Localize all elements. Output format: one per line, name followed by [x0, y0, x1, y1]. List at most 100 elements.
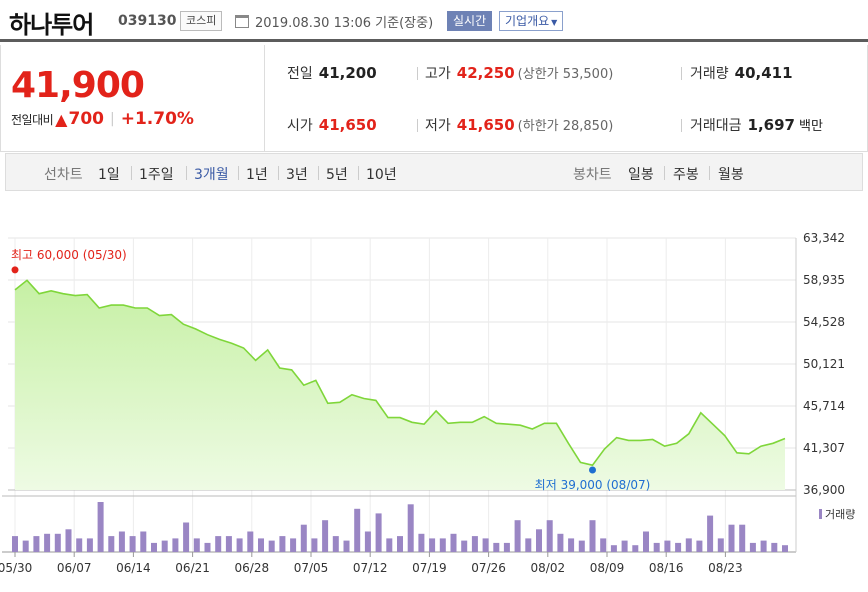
volume-bar	[140, 531, 147, 552]
x-tick-label: 05/30	[0, 561, 32, 575]
y-tick-label: 41,307	[803, 441, 845, 455]
volume-bar	[728, 524, 735, 552]
volume-bar	[493, 542, 500, 552]
price-chart[interactable]: 63,342 58,935 54,528 50,121 45,714 41,307 36,9…	[0, 200, 868, 588]
candle-weekly[interactable]: 주봉	[673, 167, 699, 183]
volume-bar	[643, 531, 649, 552]
divider	[681, 119, 682, 132]
low-price: 저가 41,650 (하한가 28,850)	[425, 116, 614, 134]
volume-bar	[461, 540, 468, 552]
volume-bar	[546, 520, 553, 552]
volume-bar	[172, 538, 179, 552]
market-badge: 코스피	[180, 11, 223, 31]
calendar-icon	[235, 15, 249, 28]
volume-bar	[215, 536, 222, 552]
volume-bar	[782, 545, 788, 552]
chevron-down-icon: ▼	[551, 18, 558, 27]
realtime-button[interactable]: 실시간	[447, 11, 493, 31]
divider	[417, 67, 418, 80]
volume-bar	[76, 538, 83, 552]
change-label: 전일대비	[11, 112, 54, 127]
divider	[664, 166, 665, 180]
volume-bar	[717, 538, 724, 552]
volume-bar	[204, 542, 211, 552]
candle-monthly[interactable]: 월봉	[718, 167, 744, 183]
volume-bar	[450, 533, 457, 552]
current-price: 41,900	[11, 65, 145, 106]
price-line	[14, 279, 786, 467]
volume-bar	[471, 536, 478, 552]
company-info-dropdown[interactable]: 기업개요 ▼	[499, 11, 564, 31]
volume-bar	[22, 540, 29, 552]
volume-bar	[525, 538, 532, 552]
volume-bar	[771, 542, 778, 552]
period-5y[interactable]: 5년	[326, 167, 348, 183]
volume-bar	[407, 504, 414, 552]
volume-bar	[664, 540, 671, 552]
volume-bar	[354, 508, 361, 552]
y-tick-label: 50,121	[803, 357, 845, 371]
volume-bar	[429, 538, 436, 552]
price-area	[15, 280, 785, 490]
period-3m[interactable]: 3개월	[194, 167, 229, 183]
volume-bar	[161, 540, 168, 552]
volume-bar	[386, 538, 393, 552]
volume-bar	[108, 536, 115, 552]
high-label: 최고 60,000 (05/30)	[11, 248, 127, 262]
y-tick-label: 63,342	[803, 231, 845, 245]
prev-close: 전일 41,200	[287, 64, 377, 82]
x-tick-label: 08/02	[531, 561, 566, 575]
x-tick-label: 07/05	[294, 561, 329, 575]
divider	[417, 119, 418, 132]
volume-bar	[557, 533, 564, 552]
volume-bar	[610, 545, 617, 552]
volume-bar	[685, 538, 692, 552]
volume-bar	[97, 502, 104, 552]
line-chart-label: 선차트	[44, 167, 83, 183]
stock-code: 039130	[118, 13, 177, 29]
price-change: 전일대비 ▲ 700 | +1.70%	[11, 109, 194, 129]
quote-datetime: 2019.08.30 13:06 기준(장중)	[255, 16, 434, 31]
company-info-label: 기업개요	[505, 14, 550, 28]
stock-header: 하나투어 039130 코스피 2019.08.30 13:06 기준(장중) …	[0, 0, 868, 42]
y-tick-label: 45,714	[803, 399, 845, 413]
divider	[238, 166, 239, 180]
divider	[709, 166, 710, 180]
divider	[131, 166, 132, 180]
x-tick-label: 06/28	[235, 561, 270, 575]
volume-bar	[675, 542, 682, 552]
volume-bar	[258, 538, 264, 552]
volume-bar	[375, 513, 382, 552]
volume-legend-label: 거래량	[825, 508, 855, 521]
change-amount: 700	[68, 109, 104, 129]
volume: 거래량 40,411	[690, 64, 793, 82]
volume-bar	[621, 540, 628, 552]
x-tick-label: 07/19	[412, 561, 447, 575]
volume-bar	[439, 538, 446, 552]
volume-bar	[225, 536, 232, 552]
x-tick-label: 07/26	[471, 561, 506, 575]
x-tick-label: 08/23	[708, 561, 743, 575]
volume-bar	[749, 542, 756, 552]
period-1y[interactable]: 1년	[246, 167, 268, 183]
period-3y[interactable]: 3년	[286, 167, 308, 183]
current-price-panel: 41,900 전일대비 ▲ 700 | +1.70%	[0, 45, 265, 152]
period-1w[interactable]: 1주일	[139, 167, 174, 183]
x-tick-label: 08/09	[590, 561, 625, 575]
candle-daily[interactable]: 일봉	[628, 167, 654, 183]
volume-bar	[12, 536, 18, 552]
volume-bar	[536, 529, 542, 552]
x-tick-label: 07/12	[353, 561, 388, 575]
volume-bar	[290, 538, 297, 552]
volume-bar	[300, 524, 307, 552]
low-marker	[589, 466, 596, 474]
volume-bar	[707, 515, 714, 552]
volume-bar	[44, 533, 51, 552]
divider	[318, 166, 319, 180]
high-marker	[11, 266, 19, 274]
period-1d[interactable]: 1일	[98, 167, 120, 183]
volume-bar	[33, 536, 40, 552]
period-10y[interactable]: 10년	[366, 167, 397, 183]
y-tick-label: 58,935	[803, 273, 845, 287]
volume-bar	[279, 536, 286, 552]
